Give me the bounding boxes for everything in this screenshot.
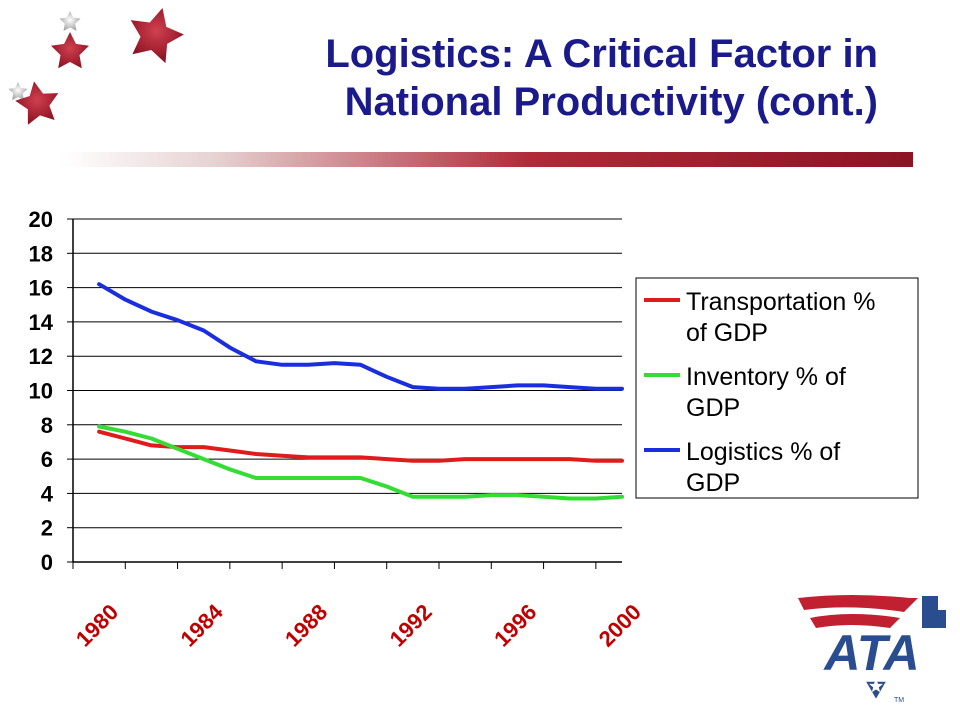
ata-logo: ATA TM — [790, 590, 950, 710]
legend-label: GDP — [686, 394, 740, 422]
star-icon — [8, 82, 28, 101]
page-title: Logistics: A Critical Factor in National… — [160, 30, 878, 126]
y-tick-label: 2 — [41, 516, 53, 541]
y-tick-label: 10 — [29, 379, 53, 404]
star-icon — [15, 81, 59, 125]
logo-star-icon — [866, 679, 886, 699]
y-tick-label: 16 — [29, 276, 53, 301]
star-icon — [51, 32, 89, 69]
x-tick-label: 2000 — [594, 599, 646, 651]
x-tick-label: 1988 — [280, 599, 332, 651]
legend-label: Transportation % — [686, 288, 875, 316]
logo-text: ATA — [822, 625, 919, 681]
y-tick-label: 14 — [29, 310, 54, 335]
legend-label: Logistics % of — [686, 438, 840, 466]
legend-label: of GDP — [686, 319, 768, 347]
title-line-2: National Productivity (cont.) — [344, 80, 878, 124]
y-tick-label: 18 — [29, 241, 53, 266]
decorative-stars — [0, 0, 200, 140]
star-icon — [130, 7, 184, 64]
x-tick-label: 1980 — [71, 599, 123, 651]
star-icon — [59, 11, 81, 31]
title-line-1: Logistics: A Critical Factor in — [325, 32, 878, 76]
legend-label: GDP — [686, 469, 740, 497]
series-line — [97, 282, 624, 391]
line-chart: 0 2 4 6 8 10 12 14 16 18 20 1980 1984 1988 1992 1996 200… — [29, 207, 919, 652]
series-line — [97, 424, 624, 501]
title-divider — [62, 152, 913, 167]
x-tick-label: 1996 — [489, 599, 541, 651]
y-tick-label: 8 — [41, 413, 53, 438]
y-tick-label: 12 — [29, 344, 53, 369]
y-tick-label: 0 — [41, 550, 53, 575]
series-line — [97, 429, 624, 463]
y-tick-label: 4 — [41, 481, 54, 506]
y-tick-label: 6 — [41, 447, 53, 472]
x-tick-label: 1992 — [385, 599, 437, 651]
legend-label: Inventory % of — [686, 363, 846, 391]
logo-tm: TM — [894, 697, 904, 704]
logo-flag-stripes — [798, 595, 946, 628]
legend-box — [635, 277, 919, 499]
x-tick-label: 1984 — [175, 599, 228, 652]
y-tick-label: 20 — [29, 207, 53, 232]
